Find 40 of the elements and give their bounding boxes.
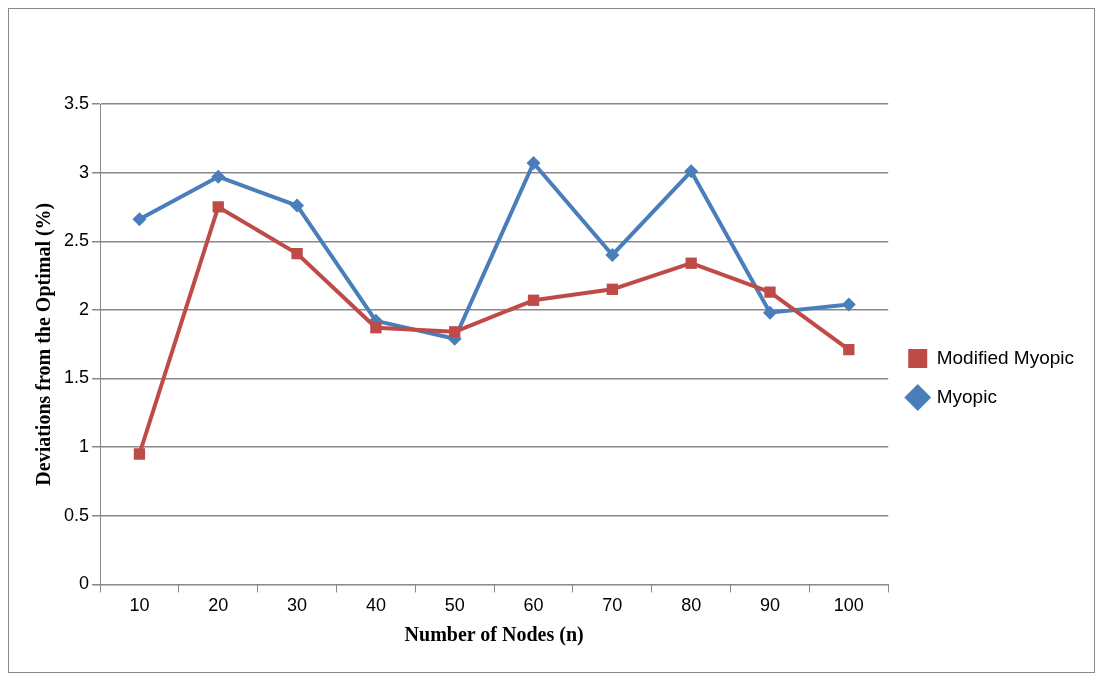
y-tick-label: 1.5 xyxy=(63,367,90,388)
y-tick-label: 1 xyxy=(79,436,90,457)
y-axis-title: Deviations from the Optimal (%) xyxy=(32,202,56,486)
x-tick-label: 80 xyxy=(681,595,702,616)
point xyxy=(605,247,620,262)
x-tick-label: 50 xyxy=(444,595,465,616)
point xyxy=(211,169,226,184)
y-tick-label: 3.5 xyxy=(63,92,90,113)
point xyxy=(291,247,303,260)
point xyxy=(132,212,147,227)
x-tick-label: 30 xyxy=(287,595,308,616)
y-tick-label: 0 xyxy=(79,573,90,594)
point xyxy=(133,448,146,460)
x-tick-label: 60 xyxy=(523,595,544,616)
point xyxy=(762,305,777,320)
legend-label: Myopic xyxy=(936,385,997,407)
x-tick-label: 20 xyxy=(208,595,229,616)
point xyxy=(526,156,541,171)
y-tick-label: 2.5 xyxy=(63,230,90,251)
legend-label: Modified Myopic xyxy=(936,346,1074,368)
point xyxy=(606,283,619,295)
point xyxy=(370,322,382,334)
y-tick-label: 2 xyxy=(79,298,90,319)
x-tick-label: 10 xyxy=(129,595,150,616)
x-tick-label: 100 xyxy=(833,595,864,616)
y-tick-label: 0.5 xyxy=(63,504,90,525)
point xyxy=(841,297,856,312)
point xyxy=(685,257,697,269)
y-tick-label: 3 xyxy=(79,161,90,182)
point xyxy=(449,326,461,338)
x-tick-label: 70 xyxy=(602,595,623,616)
point xyxy=(212,201,224,213)
point xyxy=(843,344,855,356)
x-axis-title: Number of Nodes (n) xyxy=(404,623,584,647)
x-tick-label: 90 xyxy=(759,595,781,616)
point xyxy=(290,198,305,213)
point xyxy=(764,286,776,298)
point xyxy=(684,164,699,179)
point xyxy=(527,294,540,306)
x-tick-label: 40 xyxy=(365,595,386,616)
